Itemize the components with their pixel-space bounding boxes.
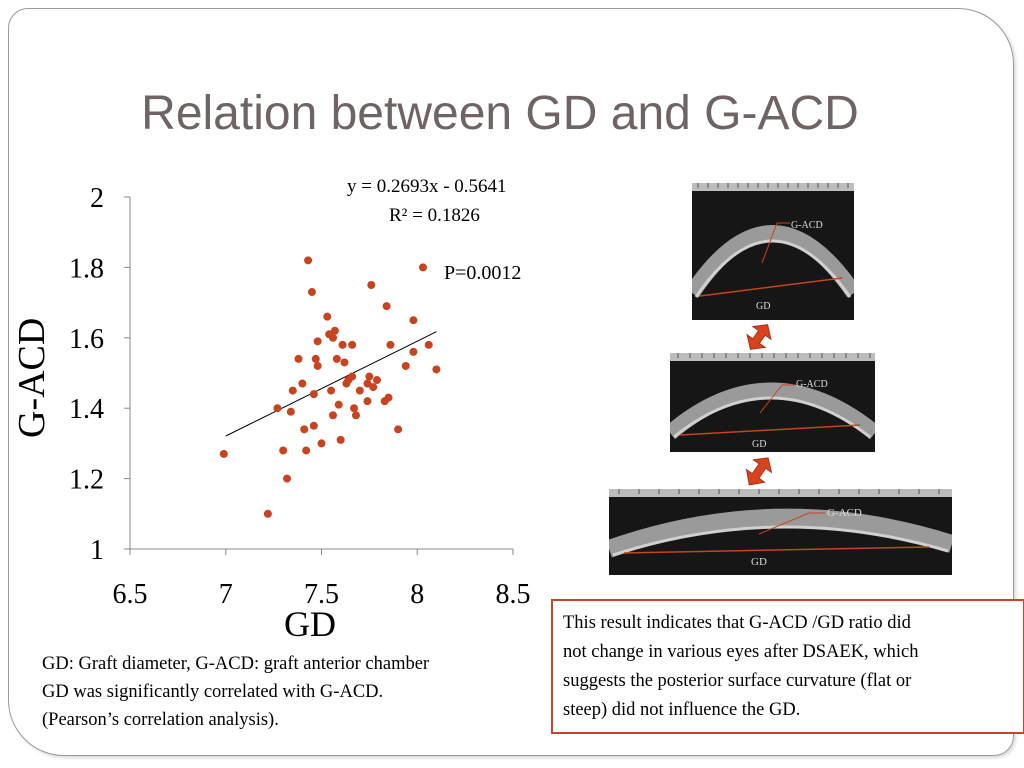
x-tick-label: 6.5 <box>113 579 148 610</box>
image-label-gacd: G-ACD <box>796 379 828 390</box>
p-value: P=0.0012 <box>444 262 522 284</box>
image-label-gacd: G-ACD <box>791 220 823 231</box>
data-point <box>355 386 364 395</box>
data-point <box>294 354 303 363</box>
data-point <box>332 354 341 363</box>
result-line: steep) did not influence the GD. <box>563 700 801 720</box>
data-point <box>348 372 357 381</box>
trendline-group <box>225 331 437 437</box>
data-point <box>311 354 320 363</box>
oct-image-steep: G-ACD GD <box>692 183 854 320</box>
caption-line: GD was significantly correlated with G-A… <box>42 682 384 702</box>
data-point <box>382 302 391 311</box>
data-point <box>307 288 316 297</box>
y-tick-label: 1.8 <box>69 253 104 284</box>
data-point <box>313 337 322 346</box>
data-point <box>367 281 376 289</box>
data-point <box>263 509 272 518</box>
result-line: not change in various eyes after DSAEK, … <box>563 642 919 662</box>
data-point <box>373 376 382 385</box>
result-line: suggests the posterior surface curvature… <box>563 671 912 691</box>
tick-labels-group: 1 1.2 1.4 1.6 1.8 2 6.5 7 7.5 8 8.5 <box>69 183 531 610</box>
image-label-gd: GD <box>752 439 766 450</box>
data-point <box>327 386 336 395</box>
y-tick-label: 1.4 <box>69 394 104 425</box>
y-tick-label: 2 <box>90 183 104 214</box>
double-arrow-icon <box>746 324 772 350</box>
data-point <box>283 474 292 483</box>
y-tick-label: 1 <box>90 535 104 566</box>
regression-equation: y = 0.2693x - 0.5641 <box>347 176 507 197</box>
x-tick-label: 8 <box>410 579 424 610</box>
data-point <box>328 411 337 420</box>
data-point <box>334 400 343 409</box>
data-point <box>304 256 313 265</box>
oct-image-flat: G-ACD GD <box>609 489 952 575</box>
slide-title: Relation between GD and G-ACD <box>141 87 859 140</box>
data-point <box>384 393 393 402</box>
points-group <box>219 256 441 518</box>
y-tick-label: 1.2 <box>69 465 104 496</box>
data-point <box>369 383 378 392</box>
data-point <box>418 263 427 272</box>
x-tick-label: 7.5 <box>304 579 339 610</box>
caption: GD: Graft diameter, G-ACD: graft anterio… <box>42 650 429 734</box>
data-point <box>286 407 295 416</box>
data-point <box>394 425 403 434</box>
data-point <box>219 449 228 458</box>
data-point <box>340 358 349 367</box>
data-point <box>317 439 326 448</box>
data-point <box>300 425 309 434</box>
data-point <box>279 446 288 455</box>
image-label-gd: GD <box>751 556 767 568</box>
data-point <box>288 386 297 395</box>
x-tick-label: 8.5 <box>496 579 531 610</box>
data-point <box>302 446 311 455</box>
data-point <box>273 404 282 413</box>
data-point <box>409 316 418 325</box>
data-point <box>328 333 337 342</box>
image-label-gacd: G-ACD <box>827 507 862 519</box>
x-tick-label: 7 <box>219 579 233 610</box>
data-point <box>309 421 318 430</box>
data-point <box>365 372 374 381</box>
data-point <box>313 361 322 370</box>
caption-line: GD: Graft diameter, G-ACD: graft anterio… <box>42 654 430 674</box>
x-axis-label: GD <box>284 604 336 644</box>
y-axis-label: G-ACD <box>11 317 53 438</box>
image-label-gd: GD <box>756 301 770 312</box>
data-point <box>298 379 307 388</box>
r-squared: R² = 0.1826 <box>389 205 480 226</box>
trendline <box>225 331 437 437</box>
data-point <box>350 404 359 413</box>
slide-frame <box>8 8 1014 756</box>
data-point <box>363 397 372 406</box>
data-point <box>338 340 347 349</box>
data-point <box>386 340 395 349</box>
data-point <box>309 390 318 399</box>
data-point <box>424 340 433 349</box>
data-point <box>363 379 372 388</box>
caption-line: (Pearson’s correlation analysis). <box>42 710 279 730</box>
data-point <box>348 340 357 349</box>
data-point <box>351 411 360 420</box>
y-tick-label: 1.6 <box>69 324 104 355</box>
data-point <box>330 326 339 335</box>
data-point <box>432 365 441 374</box>
chart-axes <box>124 196 514 555</box>
result-line: This result indicates that G-ACD /GD rat… <box>563 613 911 633</box>
double-arrow-icon <box>745 457 773 486</box>
oct-image-moderate: G-ACD GD <box>670 353 875 452</box>
data-point <box>409 347 418 356</box>
data-point <box>323 312 332 321</box>
result-summary-box: This result indicates that G-ACD /GD rat… <box>551 599 1024 734</box>
data-point <box>401 361 410 370</box>
data-point <box>336 435 345 444</box>
scatter-chart: 1 1.2 1.4 1.6 1.8 2 6.5 7 7.5 8 8.5 <box>69 183 531 610</box>
